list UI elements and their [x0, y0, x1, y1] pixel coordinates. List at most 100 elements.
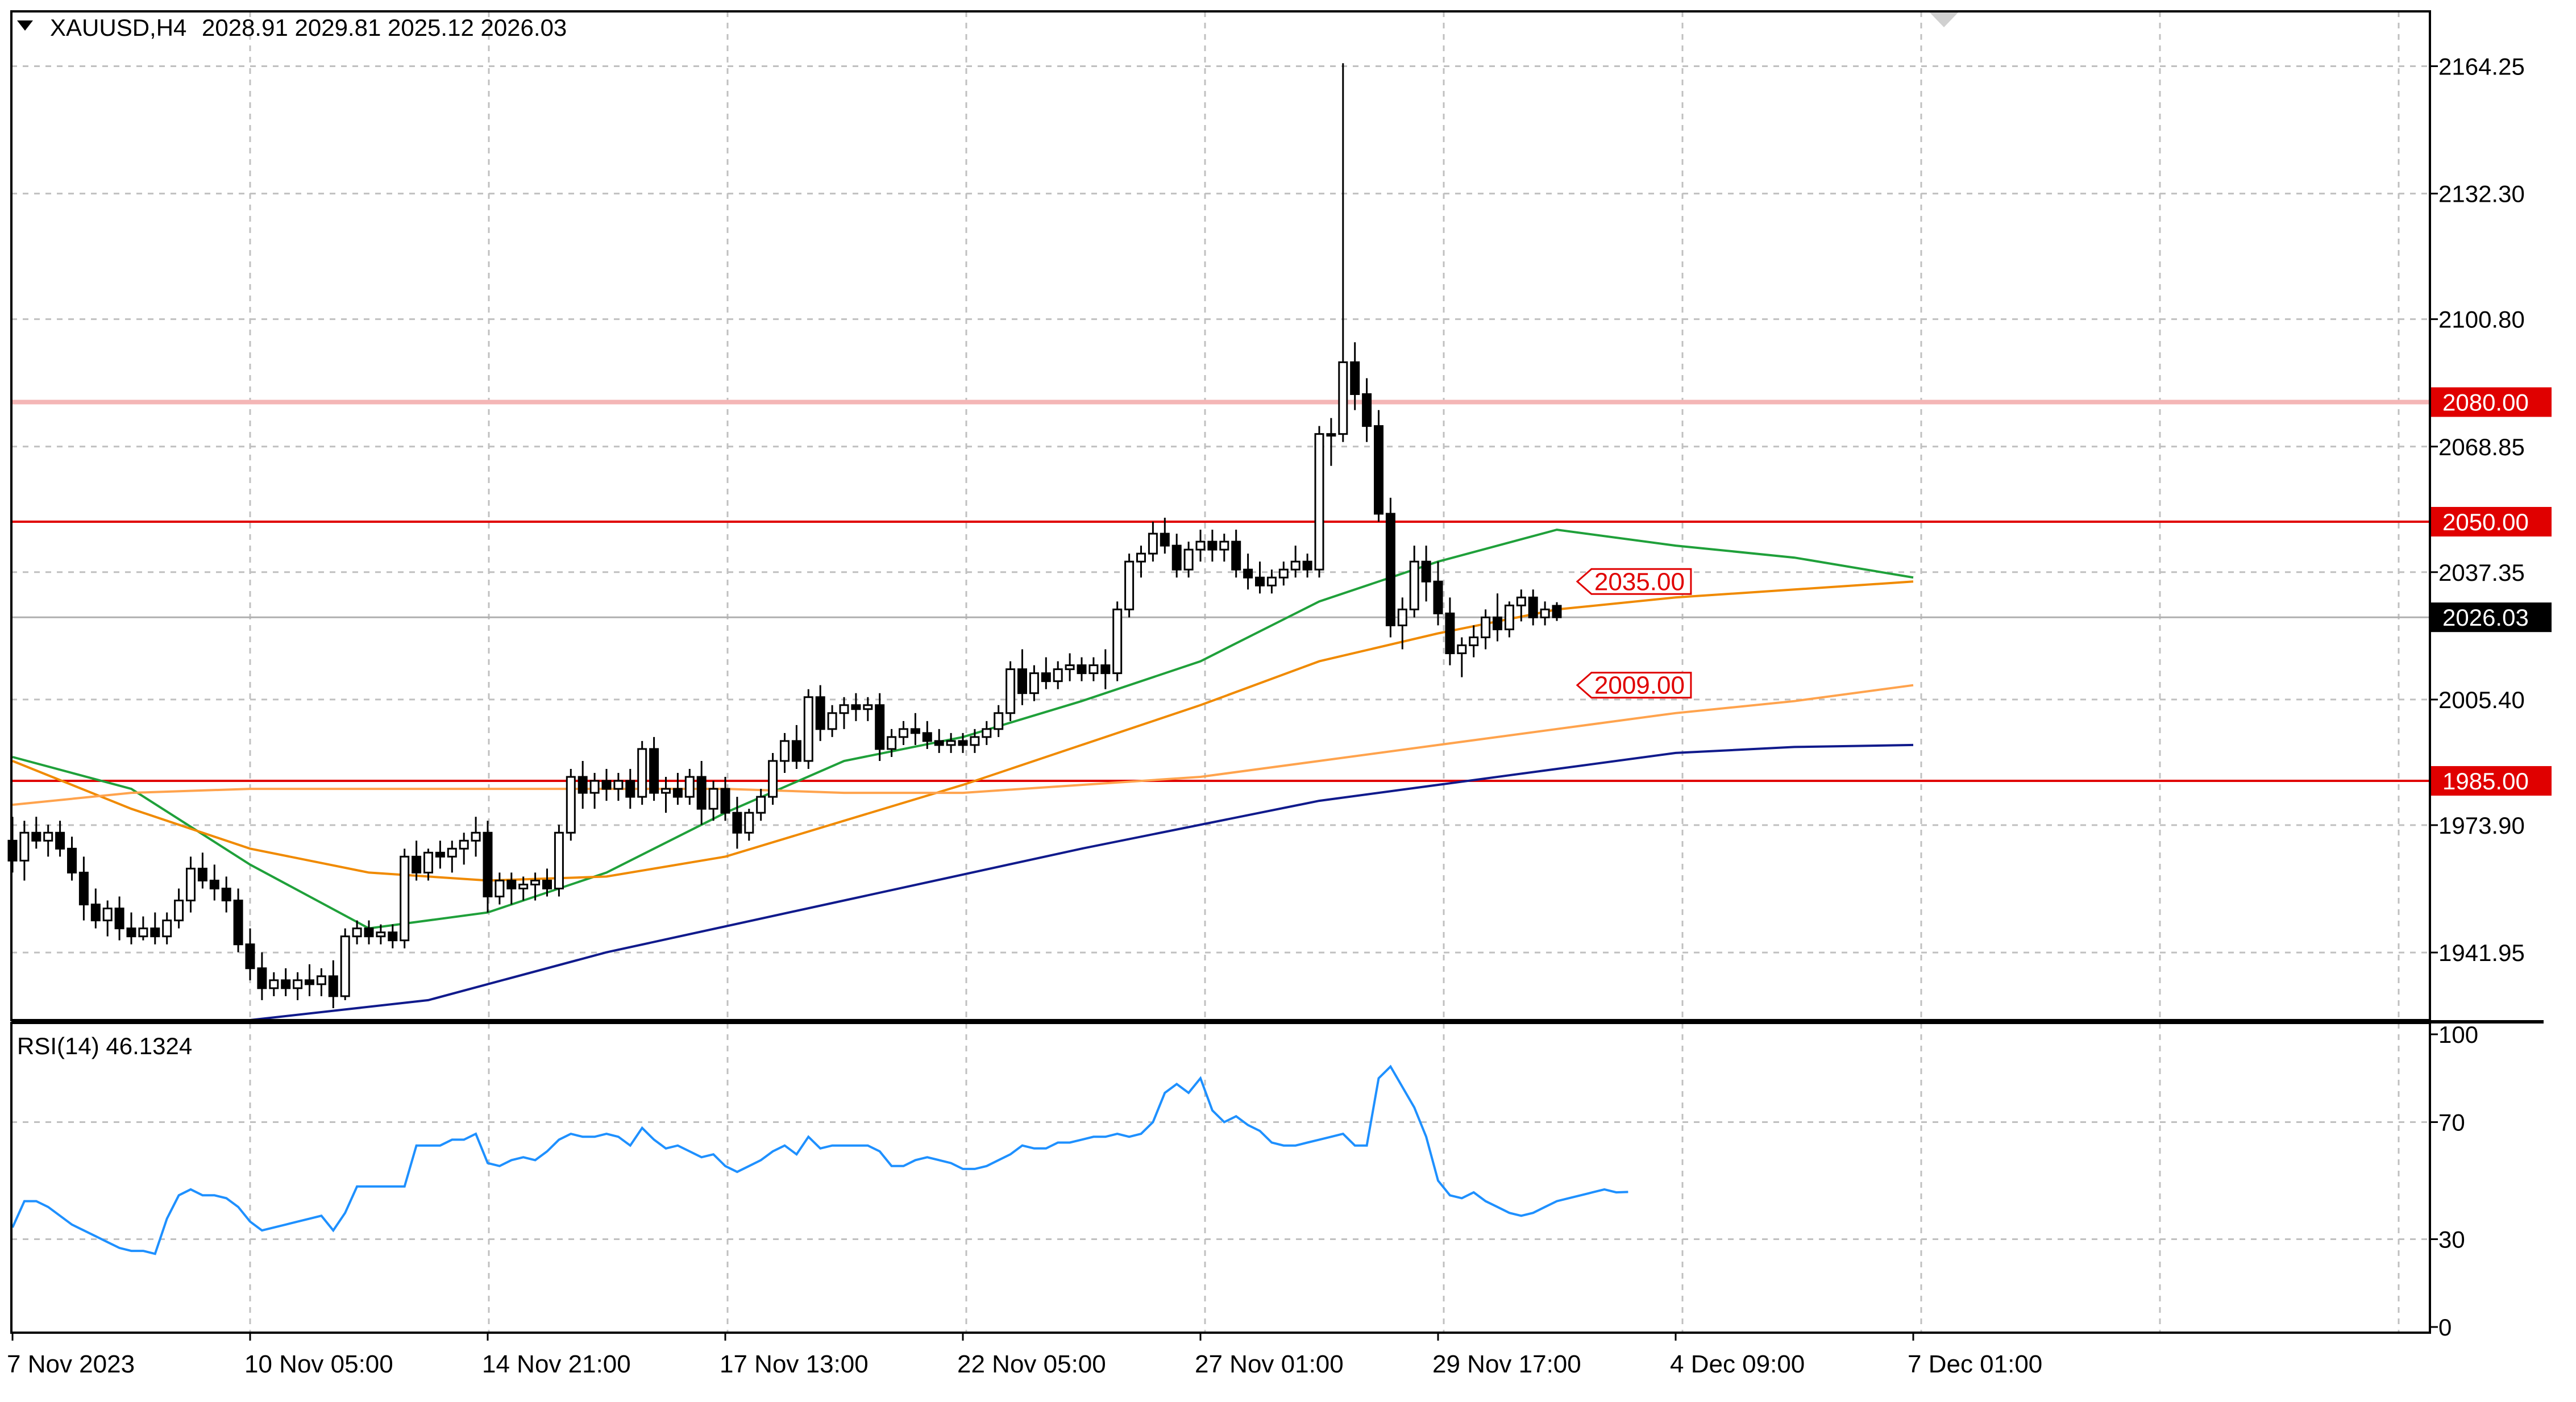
- price-tick-label: 2005.40: [2438, 687, 2525, 713]
- candle-body: [1516, 596, 1526, 606]
- candle-body: [316, 975, 326, 985]
- candle-body: [1362, 393, 1372, 427]
- time-tick-label: 4 Dec 09:00: [1670, 1350, 1805, 1378]
- candle-body: [1338, 361, 1348, 435]
- candle-body: [55, 831, 65, 850]
- candle-body: [197, 867, 207, 881]
- candle-body: [1278, 568, 1289, 579]
- rsi-tick-label: 0: [2438, 1314, 2452, 1341]
- axes: 2164.25 2132.30 2100.80 2068.85 2037.35 2005.…: [7, 53, 2525, 1378]
- candle-body: [1195, 540, 1206, 551]
- candle-body: [910, 728, 920, 734]
- moving-average-line: [12, 580, 1914, 882]
- level-price-tag: [2431, 387, 2552, 417]
- current-price-label: 2026.03: [2442, 604, 2529, 631]
- candle-body: [1136, 552, 1146, 563]
- candle-body: [19, 831, 30, 862]
- time-tick-label: 7 Dec 01:00: [1908, 1350, 2042, 1378]
- candle-body: [126, 927, 136, 938]
- rsi-tick-label: 30: [2438, 1226, 2465, 1253]
- candle-body: [1493, 616, 1502, 630]
- candle-body: [851, 704, 861, 710]
- candle-body: [1065, 664, 1075, 671]
- candle-body: [352, 927, 362, 938]
- level-price-label: 1985.00: [2442, 768, 2529, 794]
- candle-body: [1160, 532, 1170, 547]
- candle-body: [756, 796, 766, 814]
- candle-body: [162, 920, 172, 938]
- candle-body: [1469, 636, 1479, 647]
- candle-body: [1409, 560, 1419, 610]
- candle-body: [43, 831, 53, 842]
- candle-body: [471, 831, 481, 842]
- candle-body: [946, 740, 956, 746]
- time-tick-label: 17 Nov 13:00: [720, 1350, 869, 1378]
- candle-body: [1088, 664, 1099, 675]
- candle-body: [1148, 532, 1158, 555]
- candle-body: [554, 831, 564, 889]
- candle-body: [1006, 668, 1016, 714]
- level-price-label: 2050.00: [2442, 509, 2529, 535]
- candle-body: [495, 879, 505, 898]
- candle-body: [340, 935, 350, 997]
- candle-body: [780, 740, 790, 762]
- candle-body: [209, 879, 219, 889]
- candle-body: [922, 732, 932, 742]
- candle-body: [1314, 433, 1324, 571]
- candle-body: [1504, 604, 1514, 630]
- candle-body: [447, 847, 457, 858]
- symbol-info: XAUUSD,H4: [50, 14, 186, 41]
- candle-body: [637, 748, 647, 798]
- candle-body: [67, 847, 77, 873]
- candle-body: [1528, 596, 1538, 618]
- candle-body: [934, 740, 944, 746]
- ma-value-tag: [1576, 568, 1692, 595]
- candle-body: [1017, 668, 1027, 694]
- candle-body: [245, 943, 255, 970]
- candle-body: [791, 740, 801, 762]
- candle-body: [732, 812, 742, 834]
- candle-body: [1445, 612, 1455, 655]
- candle-body: [803, 696, 813, 762]
- candle-body: [1457, 644, 1467, 655]
- candle-body: [483, 831, 493, 898]
- candle-body: [744, 812, 754, 834]
- level-price-tag: [2431, 766, 2552, 796]
- moving-average-line: [250, 743, 1914, 1021]
- candle-body: [1552, 605, 1562, 618]
- candle-body: [1302, 560, 1312, 571]
- candle-body: [625, 780, 635, 798]
- candle-body: [672, 788, 683, 798]
- ma-value-label: 2009.00: [1594, 672, 1685, 700]
- candle-body: [150, 927, 160, 938]
- price-tick-label: 1941.95: [2438, 939, 2525, 966]
- candle-body: [589, 780, 600, 794]
- triangle-down-icon[interactable]: [17, 20, 33, 31]
- candle-body: [1124, 560, 1135, 610]
- candle-body: [233, 900, 243, 946]
- level-price-label: 2080.00: [2442, 389, 2529, 416]
- candle-body: [875, 704, 885, 750]
- price-tick-label: 2037.35: [2438, 559, 2525, 586]
- candle-body: [994, 712, 1004, 730]
- rsi-tick-label: 70: [2438, 1109, 2465, 1136]
- candle-body: [1029, 672, 1039, 694]
- candle-body: [899, 728, 908, 738]
- candle-body: [376, 931, 386, 938]
- candle-body: [1326, 433, 1336, 437]
- panel-frames: [10, 10, 2544, 1334]
- candle-body: [1053, 668, 1063, 683]
- ma-value-tag: [1576, 672, 1692, 699]
- candle-body: [459, 839, 469, 850]
- candle-body: [221, 887, 231, 902]
- candle-body: [1481, 616, 1491, 638]
- candle-body: [102, 908, 113, 922]
- candle-body: [506, 879, 517, 889]
- candle-body: [1041, 672, 1051, 683]
- candle-body: [1540, 608, 1550, 618]
- candle-body: [328, 975, 338, 997]
- candle-body: [649, 748, 659, 794]
- candle-body: [863, 704, 873, 710]
- rsi-line: [11, 1064, 1628, 1255]
